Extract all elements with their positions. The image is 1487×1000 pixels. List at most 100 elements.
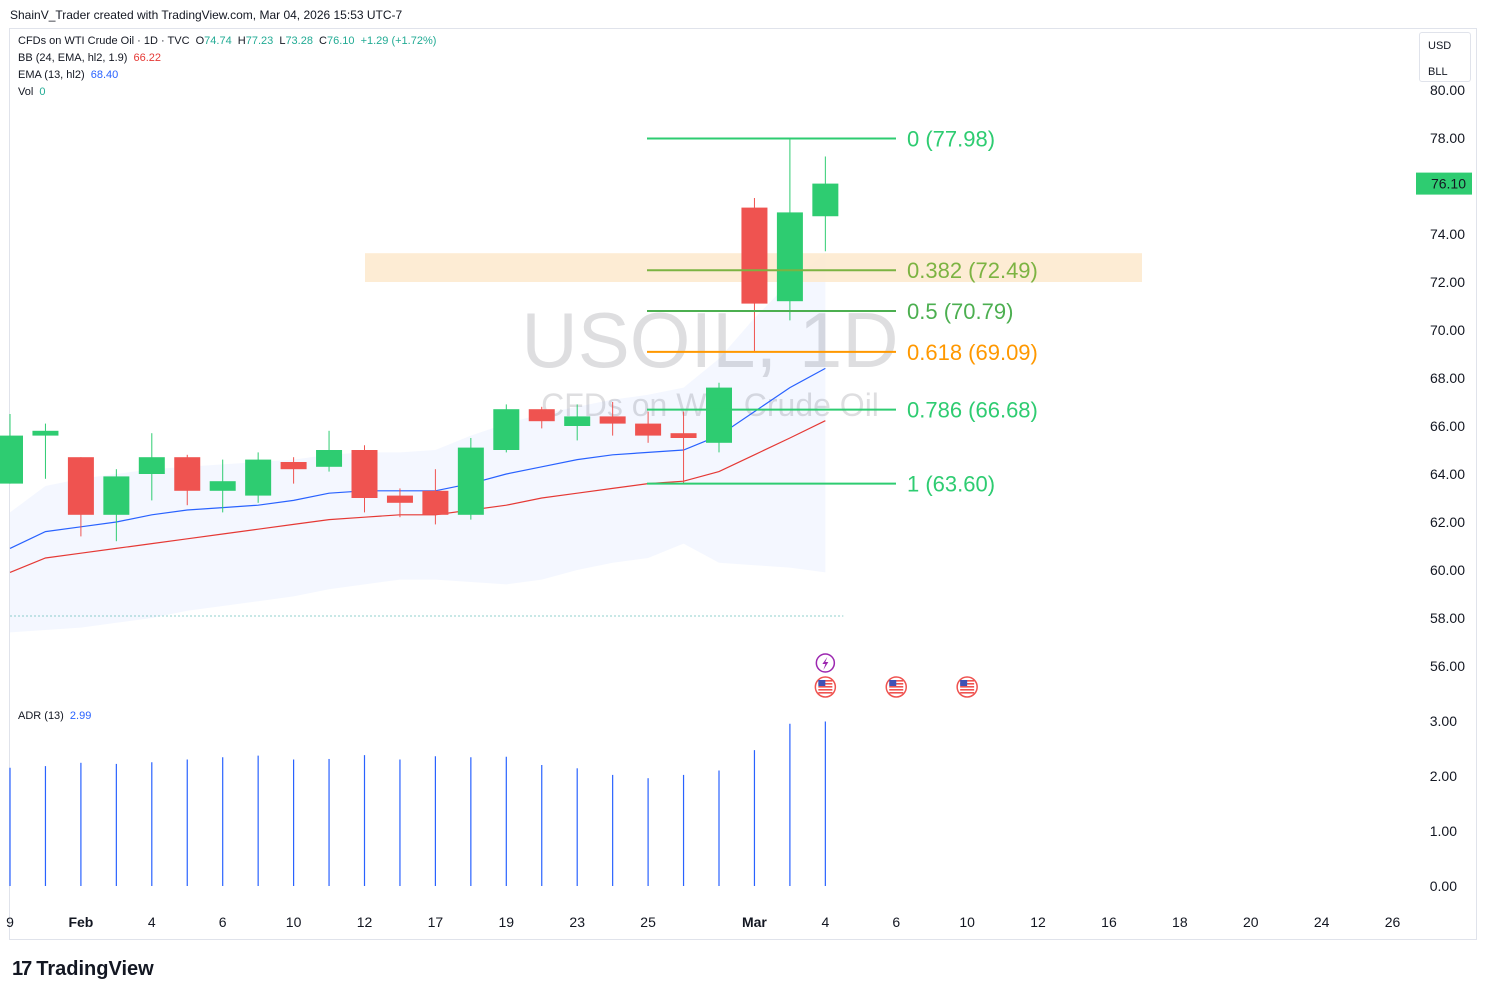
time-tick-label: 12 [357, 914, 373, 930]
close-value: 76.10 [326, 35, 355, 47]
author-line: ShainV_Trader created with TradingView.c… [10, 8, 403, 22]
time-tick-label: 4 [821, 914, 829, 930]
symbol-name: CFDs on WTI Crude Oil · 1D · TVC [18, 35, 190, 47]
candle-body [776, 212, 803, 302]
candle-body [422, 490, 449, 515]
candle-body [32, 430, 59, 436]
price-tick-label: 80.00 [1430, 82, 1465, 98]
adr-tick-label: 2.00 [1430, 768, 1457, 784]
candle-body [209, 481, 236, 491]
time-tick-label: 6 [219, 914, 227, 930]
time-tick-label: 9 [6, 914, 14, 930]
candle-body [67, 457, 94, 515]
open-label: O [195, 35, 205, 47]
low-value: 73.28 [285, 35, 313, 47]
candle-body [103, 476, 130, 515]
vol-legend[interactable]: Vol 0 [18, 84, 48, 101]
adr-tick-label: 1.00 [1430, 823, 1457, 839]
us-flag-icon [956, 676, 978, 698]
fib-level-label: 0.382 (72.49) [907, 258, 1038, 283]
price-tick-label: 74.00 [1430, 226, 1465, 242]
time-tick-label: 12 [1030, 914, 1046, 930]
price-tick-label: 78.00 [1430, 130, 1465, 146]
candle-body [812, 183, 839, 217]
ema-legend[interactable]: EMA (13, hl2) 68.40 [18, 67, 121, 84]
price-tick-label: 60.00 [1430, 562, 1465, 578]
us-flag-icon [885, 676, 907, 698]
high-label: H [237, 35, 246, 47]
candle-body [706, 387, 732, 443]
price-tick-label: 64.00 [1430, 466, 1465, 482]
candle-body [457, 447, 484, 515]
candle-body [386, 495, 413, 503]
fib-level-label: 0.786 (66.68) [907, 398, 1038, 423]
candle-body [741, 207, 768, 304]
candle-body [351, 450, 378, 498]
time-tick-label: 4 [148, 914, 156, 930]
time-tick-label: 10 [286, 914, 302, 930]
fib-level-label: 0.618 (69.09) [907, 340, 1038, 365]
candle-body [245, 459, 272, 496]
vol-value: 0 [39, 86, 46, 98]
adr-label: ADR (13) [18, 710, 64, 722]
time-tick-label: 17 [428, 914, 444, 930]
currency-label[interactable]: USD [1428, 40, 1452, 52]
time-tick-label: 25 [640, 914, 656, 930]
tradingview-brand[interactable]: 17 TradingView [12, 958, 154, 981]
adr-tick-label: 3.00 [1430, 713, 1457, 729]
time-tick-label: 23 [569, 914, 585, 930]
bb-basis-line [9, 420, 826, 573]
high-value: 77.23 [245, 35, 274, 47]
time-tick-label: 19 [499, 914, 515, 930]
candle-body [138, 457, 165, 474]
change-value: +1.29 (+1.72%) [360, 35, 437, 47]
symbol-legend[interactable]: CFDs on WTI Crude Oil · 1D · TVC O74.74 … [18, 33, 439, 50]
unit-label[interactable]: BLL [1428, 66, 1448, 78]
time-tick-label: 10 [959, 914, 975, 930]
brand-name: TradingView [36, 958, 154, 980]
time-tick-label: 18 [1172, 914, 1188, 930]
adr-tick-label: 0.00 [1430, 878, 1457, 894]
candle-body [493, 409, 520, 450]
low-label: L [279, 35, 286, 47]
adr-value: 2.99 [69, 710, 92, 722]
candle-body [174, 457, 201, 491]
fib-level-label: 1 (63.60) [907, 472, 995, 497]
last-price-label: 76.10 [1431, 176, 1466, 192]
candle-body [599, 416, 626, 424]
time-tick-label: 16 [1101, 914, 1117, 930]
adr-legend[interactable]: ADR (13) 2.99 [18, 708, 94, 725]
time-tick-label: 24 [1314, 914, 1330, 930]
time-tick-label: Mar [742, 914, 767, 930]
price-tick-label: 58.00 [1430, 610, 1465, 626]
time-tick-label: 6 [892, 914, 900, 930]
price-tick-label: 66.00 [1430, 418, 1465, 434]
tradingview-logo-icon: 17 [12, 958, 32, 980]
close-label: C [319, 35, 327, 47]
candle-body [564, 416, 591, 426]
vol-label: Vol [18, 86, 34, 98]
price-tick-label: 70.00 [1430, 322, 1465, 338]
candle-body [670, 433, 697, 438]
bb-value: 66.22 [133, 52, 162, 64]
candle-body [316, 450, 343, 467]
currency-unit-box[interactable]: USD BLL [1419, 32, 1471, 82]
fib-level-label: 0.5 (70.79) [907, 299, 1013, 324]
open-value: 74.74 [204, 35, 232, 47]
time-tick-label: 20 [1243, 914, 1259, 930]
bollinger-band-fill [10, 253, 826, 633]
lightning-icon [815, 653, 836, 673]
time-tick-label: 26 [1385, 914, 1401, 930]
last-price-tag [1416, 172, 1472, 195]
candle-body [635, 423, 662, 436]
watermark-symbol: USOIL, 1D [521, 296, 898, 384]
price-tick-label: 68.00 [1430, 370, 1465, 386]
candle-body [528, 409, 555, 422]
price-tick-label: 62.00 [1430, 514, 1465, 530]
bb-legend[interactable]: BB (24, EMA, hl2, 1.9) 66.22 [18, 50, 164, 67]
ema-label: EMA (13, hl2) [18, 69, 85, 81]
price-tick-label: 72.00 [1430, 274, 1465, 290]
us-flag-icon [814, 676, 837, 698]
time-tick-label: Feb [68, 914, 93, 930]
